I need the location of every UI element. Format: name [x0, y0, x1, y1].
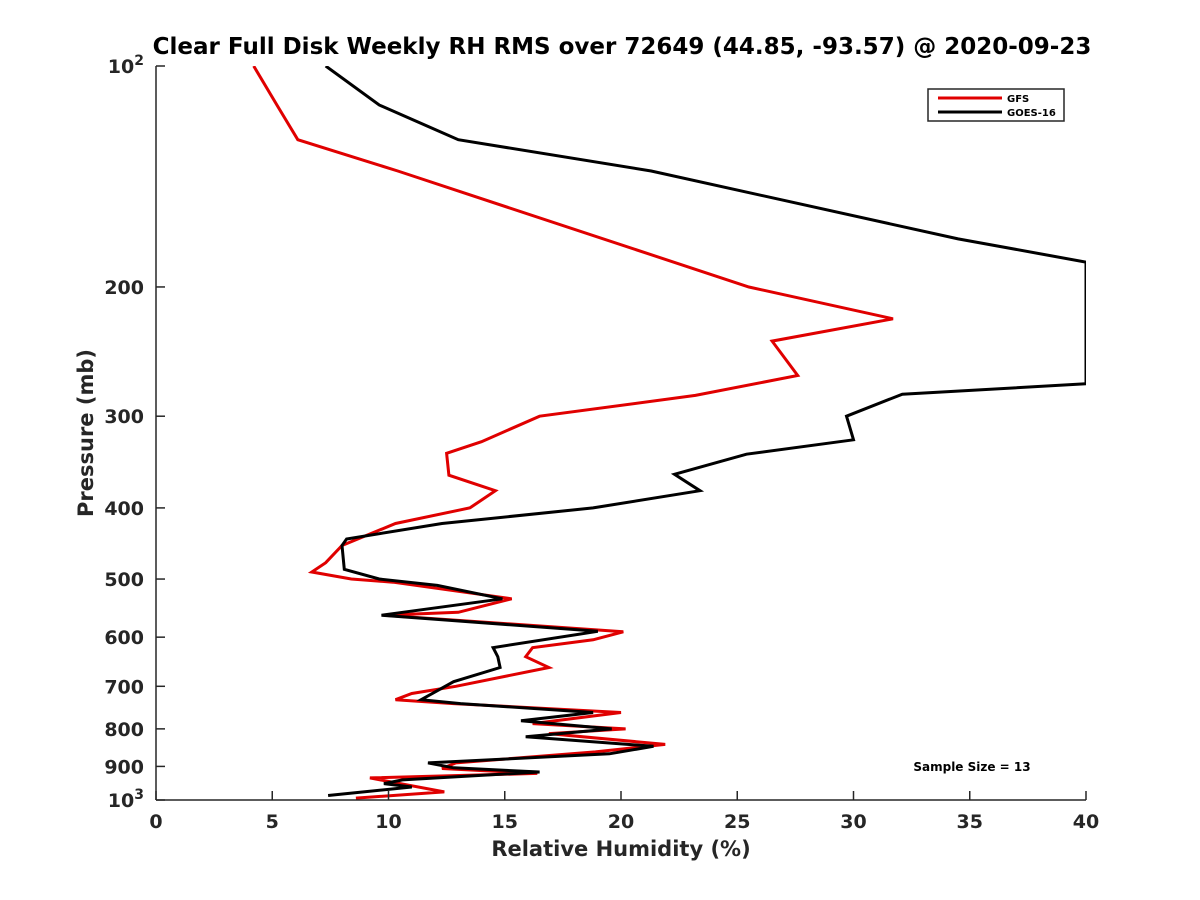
series-line-gfs — [252, 66, 894, 800]
legend-box — [927, 88, 1065, 122]
x-tick-label: 15 — [492, 811, 518, 833]
x-ticks: 0 5 10 15 20 25 30 35 40 — [149, 791, 1099, 833]
y-tick-label: 103 — [108, 787, 144, 812]
y-tick-label: 900 — [104, 756, 144, 778]
x-tick-label: 40 — [1073, 811, 1099, 833]
x-tick-label: 30 — [840, 811, 866, 833]
y-ticks: 102 200 300 400 500 600 700 800 900 103 — [104, 53, 165, 812]
legend-label: GOES-16 — [1007, 108, 1056, 119]
sample-size-annotation: Sample Size = 13 — [913, 760, 1030, 774]
y-axis-label: Pressure (mb) — [74, 349, 98, 517]
chart-title: Clear Full Disk Weekly RH RMS over 72649… — [153, 34, 1092, 60]
y-tick-label: 200 — [104, 277, 144, 299]
legend-label: GFS — [1007, 94, 1029, 105]
axes — [155, 66, 1086, 801]
y-tick-label: 400 — [104, 498, 144, 520]
x-tick-label: 25 — [724, 811, 750, 833]
series-line-goes-16 — [324, 66, 1086, 797]
plot-lines — [252, 66, 1086, 800]
x-axis-label: Relative Humidity (%) — [491, 837, 750, 861]
y-tick-label: 300 — [104, 406, 144, 428]
y-tick-label: 500 — [104, 569, 144, 591]
x-tick-label: 20 — [608, 811, 634, 833]
y-tick-label: 600 — [104, 627, 144, 649]
legend: GFS GOES-16 — [927, 88, 1065, 122]
y-tick-label: 700 — [104, 676, 144, 698]
x-tick-label: 35 — [957, 811, 983, 833]
x-tick-label: 10 — [375, 811, 401, 833]
x-tick-label: 5 — [266, 811, 279, 833]
x-tick-label: 0 — [149, 811, 162, 833]
y-tick-label: 800 — [104, 719, 144, 741]
y-tick-label: 102 — [108, 53, 144, 78]
